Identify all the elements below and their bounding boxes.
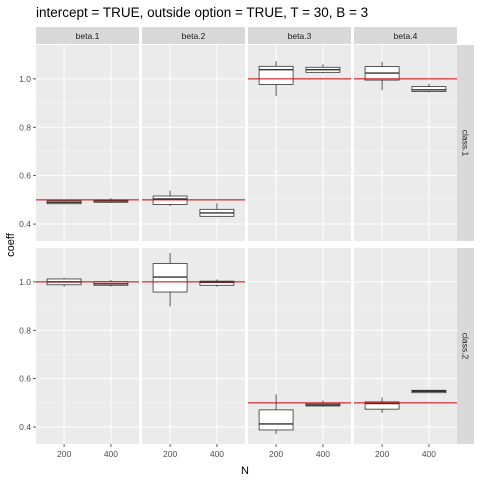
box: [258, 394, 294, 435]
x-tick-label: 400: [210, 449, 224, 459]
box: [305, 64, 341, 74]
x-tick-label: 200: [269, 449, 283, 459]
facet-panels: [36, 45, 457, 444]
panel-data: [354, 389, 457, 414]
x-axis-title: N: [241, 465, 249, 477]
box: [411, 83, 447, 93]
y-tick-label: 0.4: [19, 422, 31, 432]
row-strip: [457, 45, 474, 241]
x-tick-label: 200: [163, 449, 177, 459]
column-strip: [354, 27, 457, 44]
panel-background: [36, 45, 139, 241]
x-tick-label: 400: [316, 449, 330, 459]
column-strip-label: beta.4: [394, 31, 418, 41]
box-body: [199, 280, 235, 286]
box-body: [258, 65, 294, 85]
column-strip: [142, 27, 245, 44]
x-tick-label: 200: [57, 449, 71, 459]
row-strip-label: class.2: [461, 333, 471, 360]
row-strip: [457, 248, 474, 444]
panel: [36, 248, 139, 444]
box-body: [364, 401, 400, 410]
x-tick-label: 400: [104, 449, 118, 459]
box-body: [411, 86, 447, 92]
panel-data: [36, 198, 139, 205]
chart-title: intercept = TRUE, outside option = TRUE,…: [36, 5, 368, 20]
box: [46, 199, 82, 205]
x-tick-label: 200: [375, 449, 389, 459]
x-tick-label: 400: [422, 449, 436, 459]
box-body: [152, 263, 188, 293]
box: [364, 61, 400, 91]
box: [152, 252, 188, 307]
facet-strips: beta.1 beta.2 beta.3 beta.4 class.1 class.2: [36, 27, 474, 444]
panel: [36, 45, 139, 241]
box-body: [258, 409, 294, 431]
panel-data: [36, 277, 139, 287]
y-tick-label: 0.8: [19, 122, 31, 132]
y-axis-title: coeff: [5, 232, 17, 257]
panel-data: [142, 252, 245, 307]
panel-data: [354, 61, 457, 93]
box: [258, 61, 294, 97]
column-strip: [248, 27, 351, 44]
box: [364, 397, 400, 414]
column-strip-label: beta.2: [182, 31, 206, 41]
panel-data: [248, 61, 351, 97]
y-tick-label: 1.0: [19, 74, 31, 84]
y-tick-label: 1.0: [19, 277, 31, 287]
box: [411, 389, 447, 394]
column-strip-label: beta.1: [76, 31, 100, 41]
y-tick-label: 0.4: [19, 219, 31, 229]
axes: 0.4 0.6 0.8 1.0 0.4 0.6 0.8 1.0 200 400 200 400 200 4…: [19, 74, 436, 459]
box: [199, 203, 235, 217]
panel-data: [248, 394, 351, 435]
panel-background: [36, 248, 139, 444]
y-tick-label: 0.6: [19, 374, 31, 384]
panel-background: [142, 45, 245, 241]
panel-data: [142, 190, 245, 217]
column-strip: [36, 27, 139, 44]
column-strip-label: beta.3: [288, 31, 312, 41]
y-tick-label: 0.6: [19, 171, 31, 181]
panel: [354, 248, 457, 444]
panel-background: [354, 248, 457, 444]
y-tick-label: 0.8: [19, 325, 31, 335]
row-strip-label: class.1: [461, 130, 471, 157]
panel: [142, 45, 245, 241]
